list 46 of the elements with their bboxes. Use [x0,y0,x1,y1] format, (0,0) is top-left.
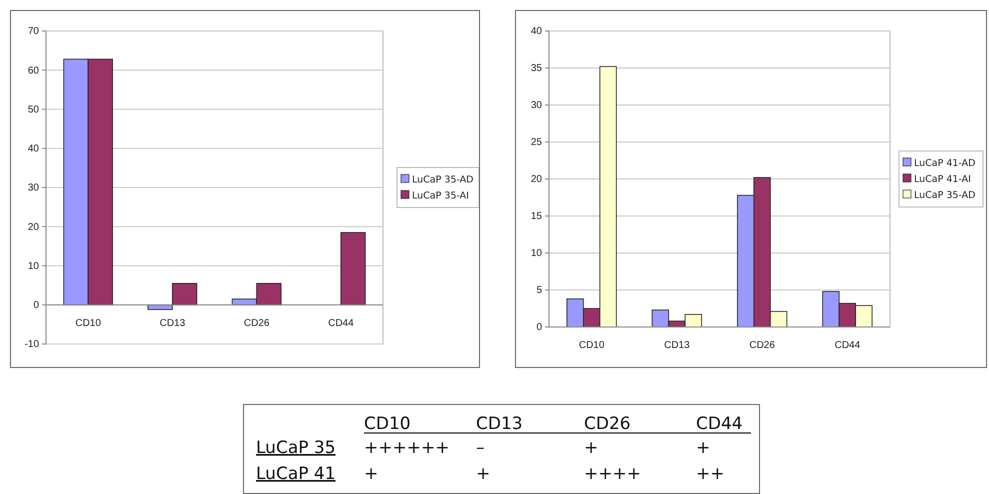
text: + [364,464,378,484]
y-tick-label: 0 [536,322,542,334]
x-tick-label: CD10 [75,318,102,329]
text: ++ [696,464,724,484]
text: + [476,464,490,484]
text: ++++ [584,464,641,484]
y-tick-label: 50 [28,104,40,116]
y-tick-label: 70 [28,26,40,38]
y-tick-label: 15 [530,211,542,222]
category-label: CD10 [364,414,411,434]
y-tick-label: 10 [530,248,542,260]
text: ++++++ [364,438,450,458]
bar [340,232,366,306]
y-tick-label: 25 [530,137,542,148]
x-tick-label: CD13 [160,318,186,329]
y-tick-label: 35 [530,63,542,74]
y-tick-label: 5 [536,285,542,296]
y-tick-label: -10 [24,339,40,350]
legend-label: LuCaP 41-AI [914,174,971,185]
category-label: LuCaP 35 [256,438,336,458]
x-tick-label: CD26 [749,340,776,352]
y-tick-label: 0 [33,300,40,312]
legend-label: LuCaP 35-AD [914,190,976,201]
x-tick-label: CD44 [834,340,861,352]
y-tick-label: 30 [530,100,542,112]
y-tick-label: 20 [28,222,40,233]
category-label: CD44 [696,414,743,434]
x-tick-label: CD13 [664,340,690,352]
y-tick-label: 10 [28,260,40,272]
text: + [696,438,710,458]
category-label: LuCaP 41 [256,464,336,484]
x-tick-label: CD26 [244,318,270,329]
legend-label: LuCaP 41-AD [914,158,976,169]
text: – [476,438,484,458]
y-tick-label: 20 [530,174,542,186]
category-label: CD26 [584,414,631,434]
legend-label: LuCaP 35-AD [412,174,474,186]
legend-label: LuCaP 35-AI [412,190,469,202]
y-tick-label: 40 [28,144,40,155]
y-tick-label: 30 [28,182,40,194]
x-tick-label: CD44 [328,318,354,329]
x-tick-label: CD10 [578,340,605,352]
text: + [584,438,598,458]
category-label: CD13 [476,414,523,434]
y-tick-label: 40 [530,26,542,38]
y-tick-label: 60 [28,65,40,76]
